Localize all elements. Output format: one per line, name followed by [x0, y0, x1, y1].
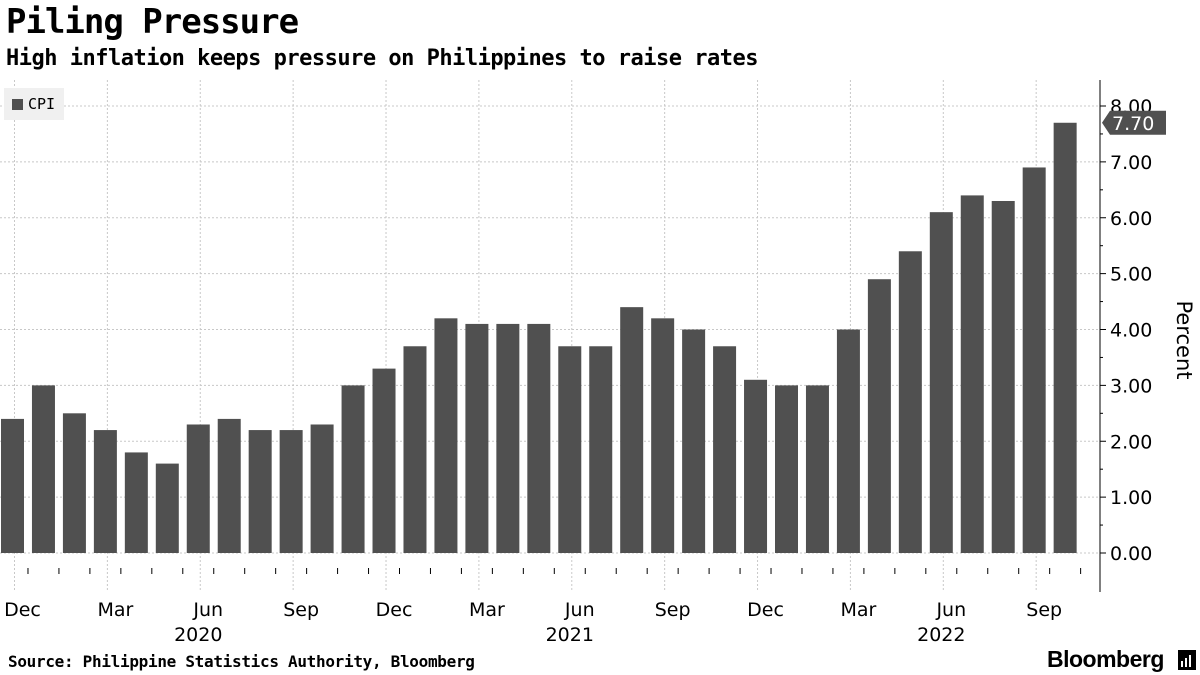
bar-25 — [775, 385, 798, 553]
x-year-label-0: 2020 — [174, 624, 222, 646]
chart-subtitle: High inflation keeps pressure on Philipp… — [6, 46, 758, 71]
last-value-label: 7.70 — [1112, 113, 1154, 135]
x-tick-label-4: Dec — [376, 599, 413, 621]
y-tick-label-0: 0.00 — [1110, 543, 1152, 565]
bar-21 — [651, 318, 675, 553]
bar-1 — [31, 385, 55, 553]
bar-11 — [341, 385, 365, 553]
x-tick-label-0: Dec — [4, 599, 41, 621]
bar-27 — [836, 329, 860, 553]
bar-18 — [558, 346, 582, 553]
bar-30 — [929, 212, 953, 553]
x-tick-label-7: Sep — [655, 599, 691, 621]
bar-7 — [217, 418, 241, 553]
x-tick-label-5: Mar — [469, 599, 505, 621]
bar-12 — [372, 368, 396, 553]
bar-3 — [93, 430, 117, 553]
bar-23 — [713, 346, 737, 553]
bloomberg-terminal-icon — [1178, 650, 1196, 670]
source-note: Source: Philippine Statistics Authority,… — [8, 652, 475, 671]
bar-31 — [960, 195, 984, 553]
legend-swatch-cpi — [12, 99, 23, 110]
bar-17 — [527, 323, 551, 553]
x-tick-label-6: Jun — [564, 599, 595, 621]
bar-14 — [434, 318, 458, 553]
y-tick-label-7: 7.00 — [1110, 152, 1152, 174]
bar-10 — [310, 424, 334, 553]
x-tick-label-1: Mar — [97, 599, 133, 621]
bar-13 — [403, 346, 427, 553]
bloomberg-logo: Bloomberg — [1047, 646, 1164, 672]
bar-8 — [248, 430, 272, 553]
bar-26 — [805, 385, 829, 553]
x-tick-label-10: Jun — [935, 599, 966, 621]
x-tick-label-9: Mar — [840, 599, 876, 621]
y-tick-label-3: 3.00 — [1110, 375, 1152, 397]
bar-32 — [991, 200, 1015, 554]
y-tick-label-2: 2.00 — [1110, 431, 1152, 453]
y-axis-title: Percent — [1172, 300, 1196, 379]
y-tick-label-5: 5.00 — [1110, 264, 1152, 286]
chart-legend: CPI — [4, 88, 64, 120]
y-tick-label-6: 6.00 — [1110, 208, 1152, 230]
bar-6 — [186, 424, 210, 553]
bar-29 — [898, 251, 922, 553]
x-tick-label-11: Sep — [1026, 599, 1062, 621]
bar-4 — [124, 452, 148, 553]
bar-15 — [465, 323, 489, 553]
x-tick-label-2: Jun — [192, 599, 223, 621]
bar-28 — [867, 279, 891, 553]
chart-title: Piling Pressure — [6, 2, 299, 42]
x-tick-label-8: Dec — [747, 599, 784, 621]
bar-33 — [1022, 167, 1046, 553]
bar-16 — [496, 323, 520, 553]
x-tick-label-3: Sep — [283, 599, 319, 621]
x-year-label-1: 2021 — [546, 624, 594, 646]
bar-2 — [62, 413, 86, 553]
y-tick-label-4: 4.00 — [1110, 320, 1152, 342]
y-tick-label-1: 1.00 — [1110, 487, 1152, 509]
bar-9 — [279, 430, 303, 553]
last-value-callout — [1102, 110, 1166, 135]
bar-24 — [744, 379, 768, 553]
bar-0 — [1, 418, 24, 553]
bar-22 — [682, 329, 706, 553]
bar-34 — [1053, 122, 1077, 553]
bar-5 — [155, 463, 179, 553]
bar-20 — [620, 307, 644, 553]
legend-label-cpi: CPI — [28, 95, 56, 113]
bar-19 — [589, 346, 613, 553]
x-year-label-2: 2022 — [917, 624, 965, 646]
